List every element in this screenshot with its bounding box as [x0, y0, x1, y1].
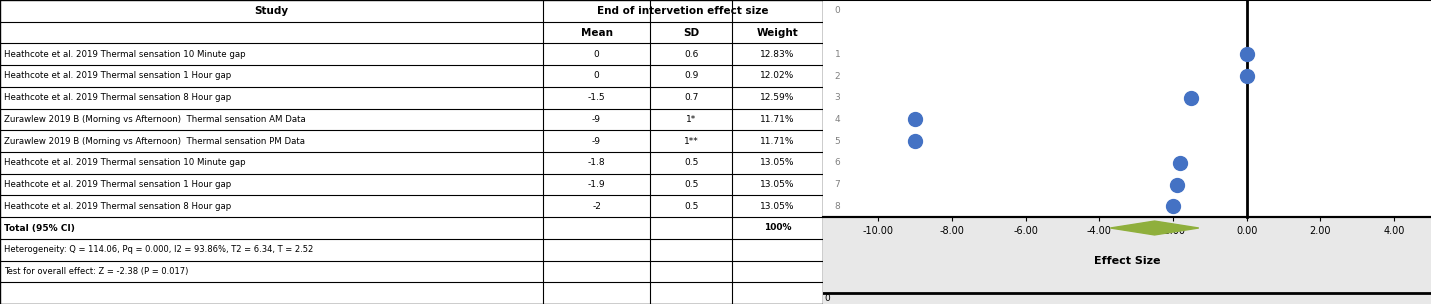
Text: -1.5: -1.5 [588, 93, 605, 102]
Text: Weight: Weight [757, 28, 798, 38]
Text: 4: 4 [834, 115, 840, 124]
Text: 12.59%: 12.59% [760, 93, 794, 102]
Text: Zurawlew 2019 B (Morning vs Afternoon)  Thermal sensation PM Data: Zurawlew 2019 B (Morning vs Afternoon) T… [4, 136, 305, 146]
Text: Heathcote et al. 2019 Thermal sensation 1 Hour gap: Heathcote et al. 2019 Thermal sensation … [4, 180, 232, 189]
Point [1162, 204, 1185, 209]
Text: SD: SD [683, 28, 700, 38]
Text: End of intervetion effect size: End of intervetion effect size [597, 6, 768, 16]
Text: 0.9: 0.9 [684, 71, 698, 81]
Point [1169, 161, 1192, 165]
Text: -9: -9 [592, 115, 601, 124]
Text: 6: 6 [834, 158, 840, 168]
Text: 13.05%: 13.05% [760, 158, 794, 168]
Text: -2: -2 [592, 202, 601, 211]
Text: -1.8: -1.8 [588, 158, 605, 168]
Text: Heathcote et al. 2019 Thermal sensation 8 Hour gap: Heathcote et al. 2019 Thermal sensation … [4, 93, 232, 102]
Text: 2: 2 [834, 71, 840, 81]
Text: Total (95% CI): Total (95% CI) [4, 223, 74, 233]
Text: 0.5: 0.5 [684, 180, 698, 189]
Point [1181, 95, 1203, 100]
Point [1235, 74, 1258, 78]
Text: 13.05%: 13.05% [760, 180, 794, 189]
Text: 13.05%: 13.05% [760, 202, 794, 211]
Text: Heathcote et al. 2019 Thermal sensation 10 Minute gap: Heathcote et al. 2019 Thermal sensation … [4, 158, 246, 168]
Polygon shape [1110, 221, 1199, 235]
Text: Heathcote et al. 2019 Thermal sensation 8 Hour gap: Heathcote et al. 2019 Thermal sensation … [4, 202, 232, 211]
Text: 0.5: 0.5 [684, 158, 698, 168]
Text: 11.71%: 11.71% [760, 136, 794, 146]
Point [903, 117, 926, 122]
Text: 11.71%: 11.71% [760, 115, 794, 124]
Point [1165, 182, 1188, 187]
Text: 0: 0 [594, 71, 600, 81]
Text: Heathcote et al. 2019 Thermal sensation 1 Hour gap: Heathcote et al. 2019 Thermal sensation … [4, 71, 232, 81]
Text: 0: 0 [824, 294, 830, 303]
Text: Heterogeneity: Q = 114.06, Pq = 0.000, I2 = 93.86%, T2 = 6.34, T = 2.52: Heterogeneity: Q = 114.06, Pq = 0.000, I… [4, 245, 313, 254]
Text: 0.7: 0.7 [684, 93, 698, 102]
Text: 1*: 1* [685, 115, 697, 124]
Text: 0: 0 [594, 50, 600, 59]
Text: Heathcote et al. 2019 Thermal sensation 10 Minute gap: Heathcote et al. 2019 Thermal sensation … [4, 50, 246, 59]
Text: -1.9: -1.9 [588, 180, 605, 189]
Text: 12.02%: 12.02% [760, 71, 794, 81]
Point [903, 139, 926, 143]
Text: Test for overall effect: Z = -2.38 (P = 0.017): Test for overall effect: Z = -2.38 (P = … [4, 267, 189, 276]
Text: Zurawlew 2019 B (Morning vs Afternoon)  Thermal sensation AM Data: Zurawlew 2019 B (Morning vs Afternoon) T… [4, 115, 306, 124]
Text: 0.6: 0.6 [684, 50, 698, 59]
Text: 0.5: 0.5 [684, 202, 698, 211]
Bar [823, 0, 1431, 217]
Text: 1**: 1** [684, 136, 698, 146]
Text: 3: 3 [834, 93, 840, 102]
Text: 12.83%: 12.83% [760, 50, 794, 59]
Text: 7: 7 [834, 180, 840, 189]
Text: Mean: Mean [581, 28, 612, 38]
Text: 100%: 100% [764, 223, 791, 233]
Text: 5: 5 [834, 136, 840, 146]
Text: 1: 1 [834, 50, 840, 59]
Text: Study: Study [255, 6, 289, 16]
Text: Effect Size: Effect Size [1093, 256, 1161, 266]
Text: 0: 0 [834, 6, 840, 16]
Point [1235, 52, 1258, 57]
Text: -9: -9 [592, 136, 601, 146]
Text: 8: 8 [834, 202, 840, 211]
